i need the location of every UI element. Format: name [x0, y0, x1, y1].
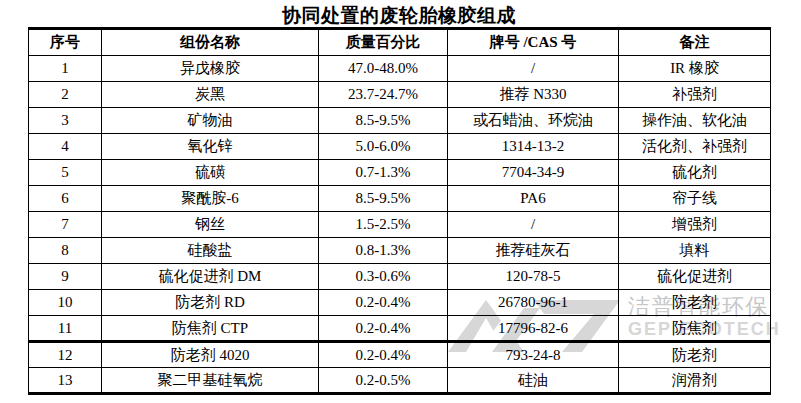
table-row: 4氧化锌5.0-6.0%1314-13-2活化剂、补强剂: [29, 134, 771, 160]
table-cell: 6: [29, 186, 102, 212]
table-cell: 17796-82-6: [448, 316, 619, 342]
table-cell: 9: [29, 264, 102, 290]
table-row: 9硫化促进剂 DM0.3-0.6%120-78-5硫化促进剂: [29, 264, 771, 290]
table-cell: 0.2-0.4%: [319, 316, 448, 342]
table-cell: 聚酰胺-6: [102, 186, 319, 212]
table-cell: 硫化促进剂: [619, 264, 771, 290]
table-cell: 防老剂: [619, 290, 771, 316]
table-cell: 氧化锌: [102, 134, 319, 160]
table-cell: 8.5-9.5%: [319, 108, 448, 134]
table-header: 序号 组份名称 质量百分比 牌号 /CAS 号 备注: [29, 29, 771, 56]
table-cell: 0.2-0.4%: [319, 290, 448, 316]
table-cell: 12: [29, 342, 102, 368]
table-cell: 防老剂: [619, 342, 771, 368]
table-cell: 7704-34-9: [448, 160, 619, 186]
table-cell: 13: [29, 368, 102, 394]
table-cell: 4: [29, 134, 102, 160]
table-cell: 23.7-24.7%: [319, 82, 448, 108]
table-cell: 47.0-48.0%: [319, 56, 448, 82]
table-cell: 炭黑: [102, 82, 319, 108]
table-cell: 异戊橡胶: [102, 56, 319, 82]
table-cell: 防焦剂: [619, 316, 771, 342]
table-cell: 5: [29, 160, 102, 186]
table-cell: PA6: [448, 186, 619, 212]
table-cell: 硅酸盐: [102, 238, 319, 264]
table-row: 7钢丝1.5-2.5%/增强剂: [29, 212, 771, 238]
header-cell-percent: 质量百分比: [319, 29, 448, 56]
table-cell: 0.3-0.6%: [319, 264, 448, 290]
table-cell: /: [448, 56, 619, 82]
table-cell: 硫化促进剂 DM: [102, 264, 319, 290]
table-row: 5硫磺0.7-1.3%7704-34-9硫化剂: [29, 160, 771, 186]
table-row: 11防焦剂 CTP0.2-0.4%17796-82-6防焦剂: [29, 316, 771, 342]
table-cell: 0.2-0.4%: [319, 342, 448, 368]
table-cell: 防老剂 4020: [102, 342, 319, 368]
table-cell: 2: [29, 82, 102, 108]
header-row: 序号 组份名称 质量百分比 牌号 /CAS 号 备注: [29, 29, 771, 56]
table-row: 8硅酸盐0.8-1.3%推荐硅灰石填料: [29, 238, 771, 264]
table-cell: 11: [29, 316, 102, 342]
table-cell: 增强剂: [619, 212, 771, 238]
table-cell: 聚二甲基硅氧烷: [102, 368, 319, 394]
composition-table: 序号 组份名称 质量百分比 牌号 /CAS 号 备注 1异戊橡胶47.0-48.…: [28, 27, 771, 395]
table-cell: 填料: [619, 238, 771, 264]
table-cell: IR 橡胶: [619, 56, 771, 82]
table-cell: 操作油、软化油: [619, 108, 771, 134]
table-cell: 活化剂、补强剂: [619, 134, 771, 160]
table-cell: 硫化剂: [619, 160, 771, 186]
table-cell: 1: [29, 56, 102, 82]
table-cell: 推荐硅灰石: [448, 238, 619, 264]
table-cell: 5.0-6.0%: [319, 134, 448, 160]
document-page: 协同处置的废轮胎橡胶组成 洁普智能环保 GEP ECOTECH 序号 组份名称 …: [0, 0, 801, 403]
table-cell: 硫磺: [102, 160, 319, 186]
table-cell: 0.7-1.3%: [319, 160, 448, 186]
table-cell: 推荐 N330: [448, 82, 619, 108]
table-row: 1异戊橡胶47.0-48.0%/IR 橡胶: [29, 56, 771, 82]
table-row: 2炭黑23.7-24.7%推荐 N330补强剂: [29, 82, 771, 108]
table-row: 6聚酰胺-68.5-9.5%PA6帘子线: [29, 186, 771, 212]
table-cell: 0.8-1.3%: [319, 238, 448, 264]
table-cell: 补强剂: [619, 82, 771, 108]
table-cell: 7: [29, 212, 102, 238]
table-cell: 防焦剂 CTP: [102, 316, 319, 342]
table-cell: /: [448, 212, 619, 238]
table-cell: 或石蜡油、环烷油: [448, 108, 619, 134]
table-cell: 防老剂 RD: [102, 290, 319, 316]
header-cell-remark: 备注: [619, 29, 771, 56]
table-title: 协同处置的废轮胎橡胶组成: [28, 3, 770, 29]
table-cell: 钢丝: [102, 212, 319, 238]
table-cell: 8: [29, 238, 102, 264]
header-cell-component: 组份名称: [102, 29, 319, 56]
table-cell: 8.5-9.5%: [319, 186, 448, 212]
table-cell: 1.5-2.5%: [319, 212, 448, 238]
header-cell-cas: 牌号 /CAS 号: [448, 29, 619, 56]
table-row: 10防老剂 RD0.2-0.4%26780-96-1防老剂: [29, 290, 771, 316]
table-cell: 帘子线: [619, 186, 771, 212]
table-cell: 3: [29, 108, 102, 134]
table-cell: 26780-96-1: [448, 290, 619, 316]
header-cell-index: 序号: [29, 29, 102, 56]
table-row: 13聚二甲基硅氧烷0.2-0.5%硅油润滑剂: [29, 368, 771, 394]
table-cell: 10: [29, 290, 102, 316]
table-cell: 793-24-8: [448, 342, 619, 368]
table-row: 12防老剂 40200.2-0.4%793-24-8防老剂: [29, 342, 771, 368]
table-cell: 1314-13-2: [448, 134, 619, 160]
table-row: 3矿物油8.5-9.5%或石蜡油、环烷油操作油、软化油: [29, 108, 771, 134]
table-cell: 硅油: [448, 368, 619, 394]
table-cell: 矿物油: [102, 108, 319, 134]
table-body: 1异戊橡胶47.0-48.0%/IR 橡胶2炭黑23.7-24.7%推荐 N33…: [29, 56, 771, 394]
table-cell: 120-78-5: [448, 264, 619, 290]
table-cell: 0.2-0.5%: [319, 368, 448, 394]
table-cell: 润滑剂: [619, 368, 771, 394]
